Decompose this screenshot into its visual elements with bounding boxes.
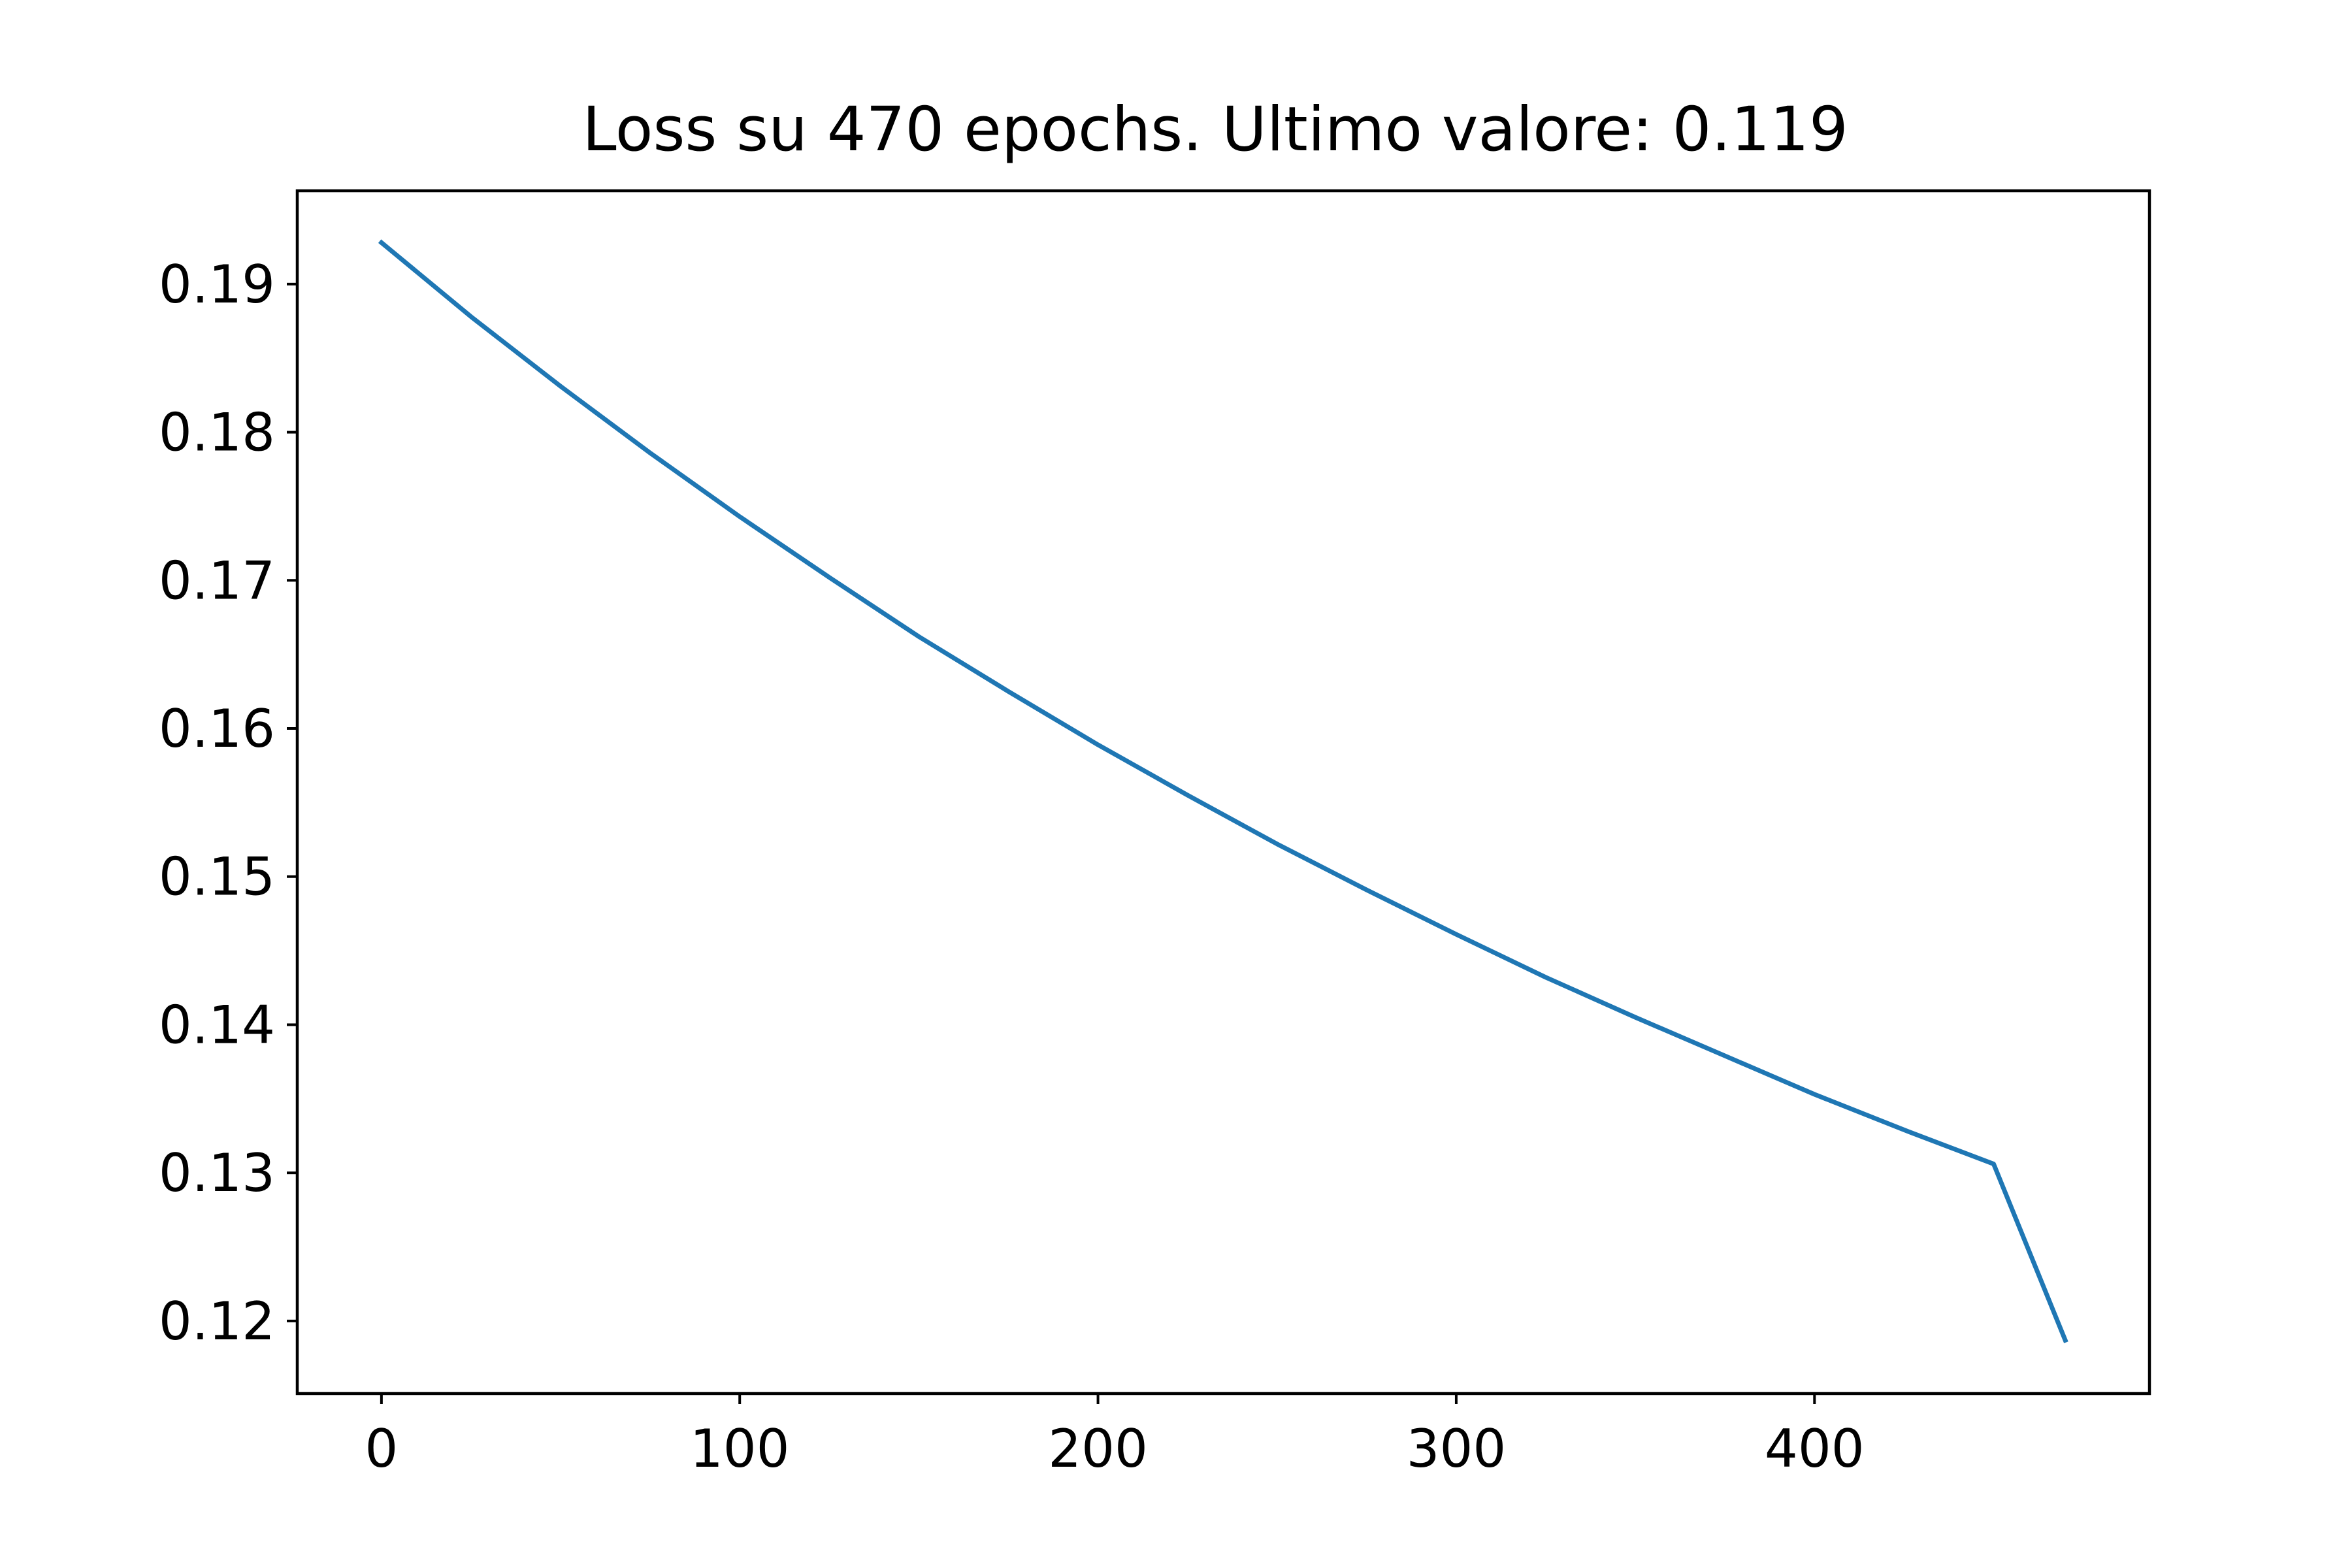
x-tick-label: 0 bbox=[365, 1418, 398, 1479]
y-tick-label: 0.15 bbox=[159, 847, 275, 907]
x-tick-label: 100 bbox=[690, 1418, 790, 1479]
y-tick-label: 0.14 bbox=[159, 994, 275, 1055]
y-tick-label: 0.13 bbox=[159, 1143, 275, 1203]
y-tick-label: 0.16 bbox=[159, 698, 275, 759]
y-tick-label: 0.18 bbox=[159, 402, 275, 463]
y-tick-label: 0.17 bbox=[159, 550, 275, 611]
y-tick-label: 0.12 bbox=[159, 1291, 275, 1352]
axes-frame bbox=[295, 189, 2151, 1396]
x-tick-label: 300 bbox=[1407, 1418, 1507, 1479]
chart-title: Loss su 470 epochs. Ultimo valore: 0.119 bbox=[582, 94, 1848, 165]
loss-series-line bbox=[378, 239, 2068, 1343]
x-tick-label: 400 bbox=[1765, 1418, 1865, 1479]
x-tick-label: 200 bbox=[1048, 1418, 1148, 1479]
plot-area: 0 100 200 300 400 0.12 0.13 0.14 0.15 0.16 0.17 0.1… bbox=[159, 189, 2151, 1479]
y-tick-label: 0.19 bbox=[159, 254, 275, 315]
